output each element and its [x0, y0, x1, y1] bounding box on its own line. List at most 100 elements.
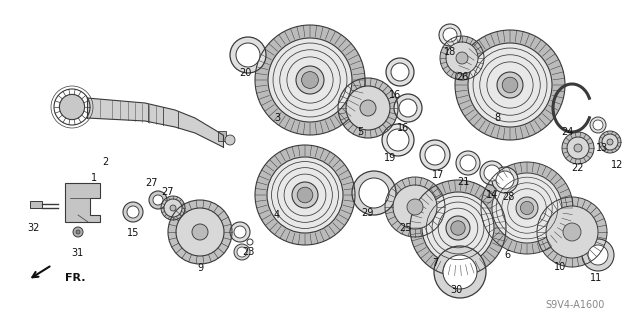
Polygon shape [65, 183, 100, 222]
Circle shape [230, 222, 250, 242]
Text: 26: 26 [456, 72, 468, 82]
Text: 7: 7 [432, 258, 438, 268]
Circle shape [168, 200, 232, 264]
Circle shape [393, 185, 437, 229]
Text: 12: 12 [611, 160, 623, 170]
Circle shape [422, 192, 494, 264]
Circle shape [588, 245, 608, 265]
Text: 4: 4 [274, 210, 280, 220]
Circle shape [590, 117, 606, 133]
Text: 31: 31 [71, 248, 83, 258]
Circle shape [267, 157, 343, 233]
Circle shape [192, 224, 208, 240]
Circle shape [407, 199, 423, 215]
Text: 29: 29 [361, 208, 373, 218]
Circle shape [230, 37, 266, 73]
Circle shape [546, 206, 598, 258]
Circle shape [338, 78, 398, 138]
Text: 20: 20 [239, 68, 251, 78]
Circle shape [359, 178, 389, 208]
Circle shape [297, 187, 313, 203]
Circle shape [296, 66, 324, 94]
Circle shape [164, 199, 182, 217]
Text: 28: 28 [502, 192, 514, 202]
Text: 9: 9 [197, 263, 203, 273]
Circle shape [460, 155, 476, 171]
Circle shape [255, 145, 355, 245]
Text: 2: 2 [102, 157, 108, 167]
Circle shape [410, 180, 506, 276]
Circle shape [292, 182, 318, 208]
Text: 16: 16 [389, 90, 401, 100]
Text: 8: 8 [494, 113, 500, 123]
Circle shape [176, 208, 224, 256]
Text: 23: 23 [242, 247, 254, 257]
Text: S9V4-A1600: S9V4-A1600 [545, 300, 605, 310]
Text: 1: 1 [91, 173, 97, 183]
Circle shape [346, 86, 390, 130]
Circle shape [360, 100, 376, 116]
Circle shape [255, 25, 365, 135]
Circle shape [456, 151, 480, 175]
Circle shape [446, 216, 470, 240]
Polygon shape [87, 98, 223, 147]
Text: 22: 22 [571, 163, 583, 173]
Circle shape [451, 221, 465, 235]
Text: 11: 11 [590, 273, 602, 283]
Circle shape [520, 201, 534, 215]
Circle shape [443, 255, 477, 289]
Text: 6: 6 [504, 250, 510, 260]
Circle shape [607, 139, 613, 145]
Circle shape [394, 94, 422, 122]
Circle shape [492, 173, 562, 243]
Circle shape [434, 246, 486, 298]
Circle shape [76, 230, 80, 234]
Circle shape [443, 28, 457, 42]
Text: 30: 30 [450, 285, 462, 295]
Circle shape [563, 223, 581, 241]
Text: 21: 21 [457, 177, 469, 187]
Circle shape [440, 36, 484, 80]
Circle shape [127, 206, 139, 218]
Circle shape [352, 171, 396, 215]
Circle shape [468, 43, 552, 127]
Text: 15: 15 [127, 228, 139, 238]
Circle shape [225, 135, 235, 145]
Circle shape [73, 227, 83, 237]
Circle shape [574, 144, 582, 152]
Circle shape [599, 131, 621, 153]
Circle shape [537, 197, 607, 267]
Text: 18: 18 [444, 47, 456, 57]
Text: 10: 10 [554, 262, 566, 272]
Circle shape [484, 165, 500, 181]
Text: 27: 27 [146, 178, 158, 188]
Text: 27: 27 [162, 187, 174, 197]
Circle shape [567, 137, 589, 159]
Circle shape [456, 52, 468, 64]
Text: 24: 24 [561, 127, 573, 137]
Text: 16: 16 [397, 123, 409, 133]
Circle shape [161, 196, 185, 220]
Text: 13: 13 [596, 143, 608, 153]
Bar [218, 131, 226, 141]
Bar [30, 201, 42, 208]
Circle shape [446, 42, 478, 74]
Circle shape [123, 202, 143, 222]
Circle shape [516, 197, 538, 219]
Circle shape [385, 177, 445, 237]
Circle shape [170, 205, 176, 211]
Circle shape [234, 226, 246, 238]
Circle shape [420, 140, 450, 170]
Text: 5: 5 [357, 127, 363, 137]
Text: 32: 32 [27, 223, 39, 233]
Circle shape [391, 63, 409, 81]
Text: FR.: FR. [65, 273, 86, 283]
Circle shape [60, 94, 84, 120]
Circle shape [602, 134, 618, 150]
Circle shape [496, 171, 514, 189]
Circle shape [593, 120, 603, 130]
Text: 25: 25 [399, 223, 412, 233]
Text: 14: 14 [486, 190, 498, 200]
Text: 17: 17 [432, 170, 444, 180]
Circle shape [562, 132, 594, 164]
